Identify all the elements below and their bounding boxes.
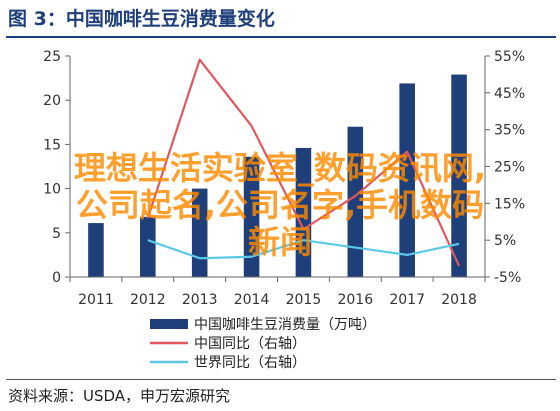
left-tick-label: 0 xyxy=(52,270,61,286)
axes-layer: 0 5 10 15 20 25 -5% 5% 15% 25% 35% 45% 55% 2011 2012 20… xyxy=(43,49,525,308)
left-tick-label: 5 xyxy=(52,226,61,242)
x-tick-label: 2017 xyxy=(389,292,425,308)
x-tick-label: 2018 xyxy=(441,292,477,308)
right-tick-label: 15% xyxy=(494,196,525,212)
right-tick-label: -5% xyxy=(494,270,521,286)
bar-2013 xyxy=(191,188,208,277)
left-tick-label: 15 xyxy=(43,137,61,153)
bar-2012 xyxy=(140,216,156,277)
x-tick-label: 2016 xyxy=(337,292,373,308)
title-rule xyxy=(6,36,556,38)
x-tick-label: 2012 xyxy=(130,292,166,308)
legend-swatch-bar xyxy=(150,319,188,329)
x-tick-label: 2015 xyxy=(286,292,322,308)
left-tick-label: 10 xyxy=(43,182,61,198)
footer-rule xyxy=(6,379,556,380)
x-tick-label: 2011 xyxy=(78,292,114,308)
lines-layer xyxy=(146,58,461,267)
right-tick-label: 55% xyxy=(494,49,525,65)
left-tick-label: 20 xyxy=(43,93,61,109)
legend-label: 世界同比（右轴） xyxy=(194,355,306,371)
bar-2014 xyxy=(243,156,260,277)
bar-2016 xyxy=(347,126,364,277)
legend: 中国咖啡生豆消费量（万吨） 中国同比（右轴） 世界同比（右轴） xyxy=(150,317,376,371)
bar-2011 xyxy=(88,223,104,277)
world-yoy-line xyxy=(147,239,460,260)
bar-2018 xyxy=(451,74,467,278)
bar-2015 xyxy=(295,147,312,277)
right-tick-label: 45% xyxy=(494,86,525,102)
china-yoy-line xyxy=(146,58,461,267)
legend-label: 中国咖啡生豆消费量（万吨） xyxy=(194,317,376,333)
chart: 0 5 10 15 20 25 -5% 5% 15% 25% 35% 45% 55% 2011 2012 20… xyxy=(43,49,525,371)
right-tick-label: 35% xyxy=(494,123,525,139)
source-note: 资料来源：USDA，申万宏源研究 xyxy=(8,387,231,405)
x-tick-label: 2014 xyxy=(234,292,270,308)
chart-title: 图 3：中国咖啡生豆消费量变化 xyxy=(8,8,275,30)
right-tick-label: 25% xyxy=(494,160,525,176)
left-tick-label: 25 xyxy=(43,49,61,65)
x-tick-label: 2013 xyxy=(182,292,218,308)
bar-2017 xyxy=(399,83,415,278)
bars-layer xyxy=(88,74,467,278)
legend-label: 中国同比（右轴） xyxy=(194,336,306,352)
right-tick-label: 5% xyxy=(494,233,516,249)
